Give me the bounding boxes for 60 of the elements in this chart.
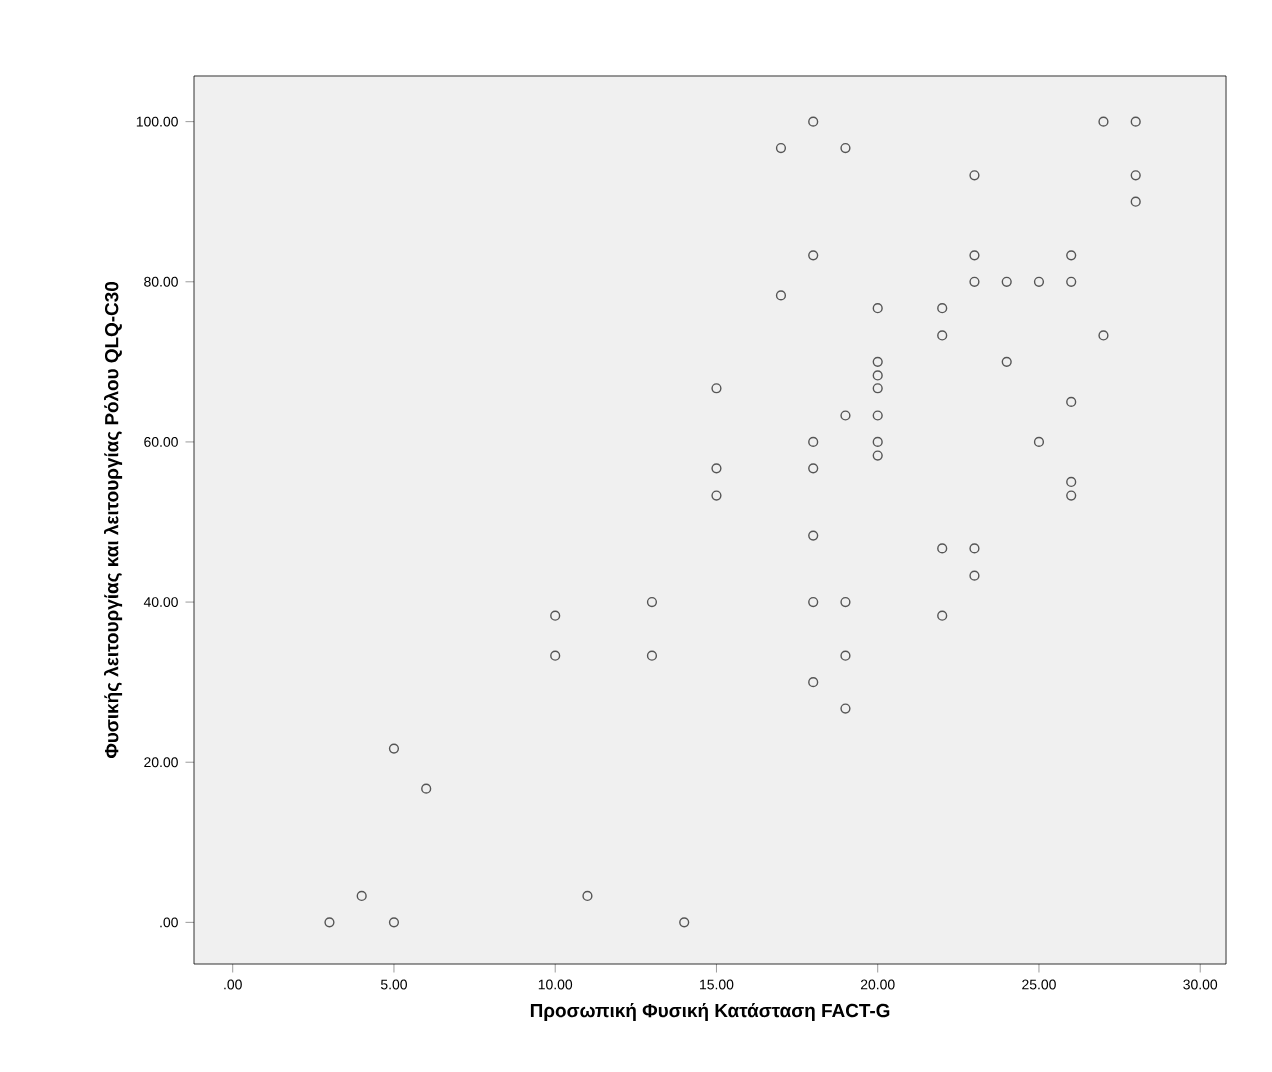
- point: [808, 436, 819, 448]
- point: [840, 596, 851, 608]
- point: [421, 783, 432, 794]
- point: [937, 610, 948, 621]
- point: [646, 650, 658, 661]
- point: [808, 530, 819, 541]
- point: [937, 303, 948, 314]
- point: [969, 250, 980, 261]
- point: [1098, 116, 1109, 127]
- point: [679, 917, 690, 928]
- point: [969, 276, 980, 287]
- point: [872, 303, 883, 314]
- point: [356, 890, 367, 902]
- point: [840, 142, 851, 154]
- point: [1066, 250, 1077, 261]
- point: [872, 450, 883, 461]
- point: [1066, 396, 1077, 407]
- point: [969, 543, 980, 554]
- point: [1130, 170, 1141, 181]
- point: [388, 743, 400, 754]
- point: [808, 463, 819, 474]
- point: [872, 383, 883, 394]
- point: [550, 650, 561, 661]
- point: [1066, 276, 1077, 287]
- y-axis-title: Φυσικής λειτουργίας και λειτουργίας Ρόλου QLQ-C30: [103, 281, 123, 759]
- point: [808, 677, 819, 688]
- point: [1066, 490, 1077, 501]
- point: [1130, 116, 1141, 127]
- point: [550, 610, 561, 621]
- point: [840, 703, 851, 714]
- point: [808, 596, 819, 608]
- point: [937, 543, 948, 554]
- point: [324, 917, 335, 928]
- point: [872, 436, 883, 448]
- point: [840, 410, 851, 421]
- point: [872, 410, 883, 421]
- point: [969, 170, 980, 181]
- point: [388, 917, 400, 928]
- point: [711, 463, 722, 474]
- point: [1033, 276, 1045, 287]
- point: [1066, 476, 1077, 488]
- point: [775, 142, 787, 154]
- point: [1033, 436, 1045, 448]
- point: [808, 250, 819, 261]
- point: [582, 890, 593, 902]
- point: [937, 330, 948, 341]
- point: [872, 356, 883, 367]
- point: [969, 570, 980, 581]
- point: [1130, 196, 1141, 207]
- point: [840, 650, 851, 661]
- x-axis-title: Προσωπική Φυσική Κατάσταση FACT-G: [530, 1003, 890, 1021]
- point: [1001, 356, 1012, 367]
- point: [646, 596, 658, 608]
- point: [711, 490, 722, 501]
- point: [775, 290, 787, 301]
- point: [1001, 276, 1012, 287]
- point: [1098, 330, 1109, 341]
- point: [711, 383, 722, 394]
- point: [872, 370, 883, 381]
- point: [808, 116, 819, 127]
